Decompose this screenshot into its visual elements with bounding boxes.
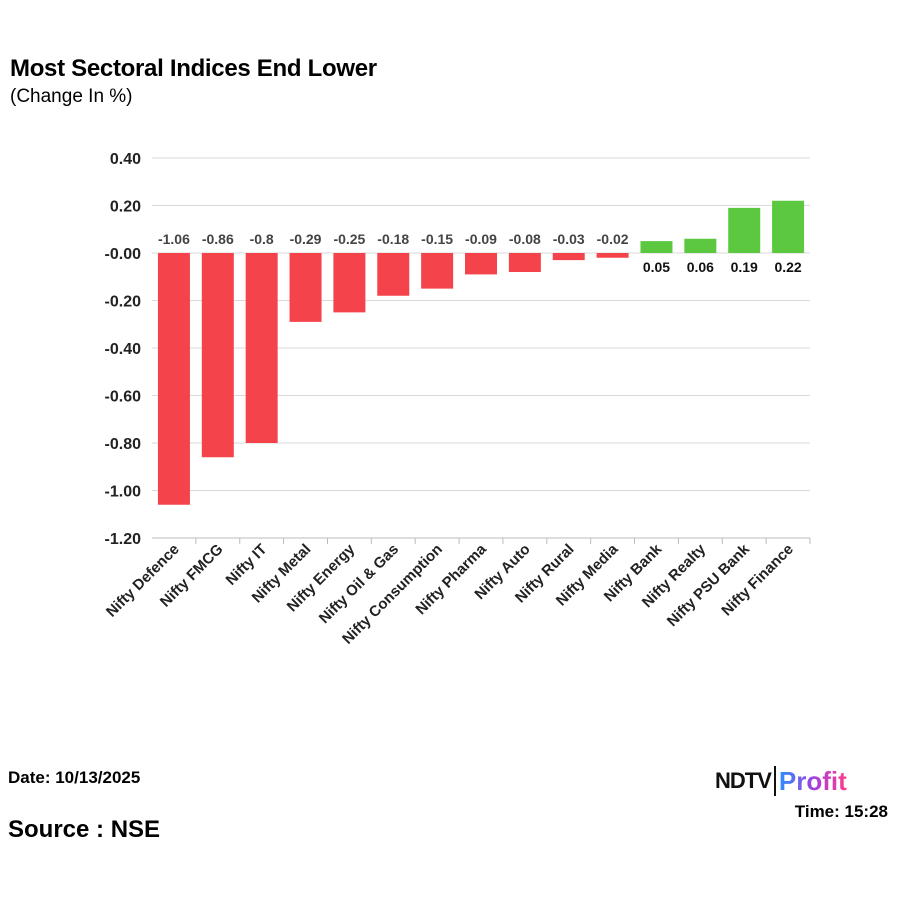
y-tick-label: -0.20: [105, 294, 142, 311]
logo-divider: [773, 766, 776, 796]
bar: [552, 253, 585, 261]
data-label: 0.06: [687, 259, 714, 275]
y-tick-label: -1.20: [105, 531, 142, 548]
data-label: 0.05: [643, 259, 670, 275]
data-label: -0.25: [333, 231, 365, 247]
data-label: -0.02: [597, 231, 629, 247]
y-tick-label: -1.00: [105, 484, 142, 501]
data-label: -0.8: [250, 231, 274, 247]
bar: [333, 253, 366, 313]
data-label: 0.22: [774, 259, 801, 275]
y-tick-label: -0.40: [105, 341, 142, 358]
data-label: -0.03: [553, 231, 585, 247]
data-label: -0.29: [290, 231, 322, 247]
logo-profit: Profit: [778, 765, 847, 796]
bar: [245, 253, 278, 443]
data-label: -0.08: [509, 231, 541, 247]
data-label: -0.18: [377, 231, 409, 247]
data-label: 0.19: [731, 259, 758, 275]
x-tick-label: Nifty Oil & Gas: [316, 541, 402, 627]
time-label: Time: 15:28: [794, 802, 888, 821]
data-label: -0.09: [465, 231, 497, 247]
source-label: Source : NSE: [8, 816, 161, 843]
data-label: -0.86: [202, 231, 234, 247]
chart-subtitle: (Change In %): [10, 86, 133, 107]
data-label: -1.06: [158, 231, 190, 247]
data-label: -0.15: [421, 231, 453, 247]
bar: [596, 253, 629, 258]
y-tick-label: 0.20: [110, 199, 141, 216]
chart-title: Most Sectoral Indices End Lower: [10, 55, 377, 82]
bar: [421, 253, 454, 289]
bar: [201, 253, 234, 458]
bar: [289, 253, 322, 322]
bar-chart: 0.40 0.20 -0.00 -0.20 -0.40 -0.60 -0.80 -1.00 -1…: [103, 151, 811, 648]
bar: [377, 253, 410, 296]
logo-ndtv: NDTV: [715, 768, 772, 793]
y-tick-label: 0.40: [110, 151, 141, 168]
y-tick-label: -0.00: [105, 246, 142, 263]
bar: [772, 200, 805, 253]
y-tick-label: -0.80: [105, 436, 142, 453]
bar: [684, 238, 717, 253]
bar: [157, 253, 190, 505]
ndtv-profit-logo: NDTV Profit: [715, 766, 847, 796]
bar: [640, 241, 673, 253]
bar: [465, 253, 497, 275]
bar: [728, 207, 761, 253]
y-tick-label: -0.60: [105, 389, 142, 406]
date-label: Date: 10/13/2025: [8, 768, 141, 787]
bar: [508, 253, 541, 272]
